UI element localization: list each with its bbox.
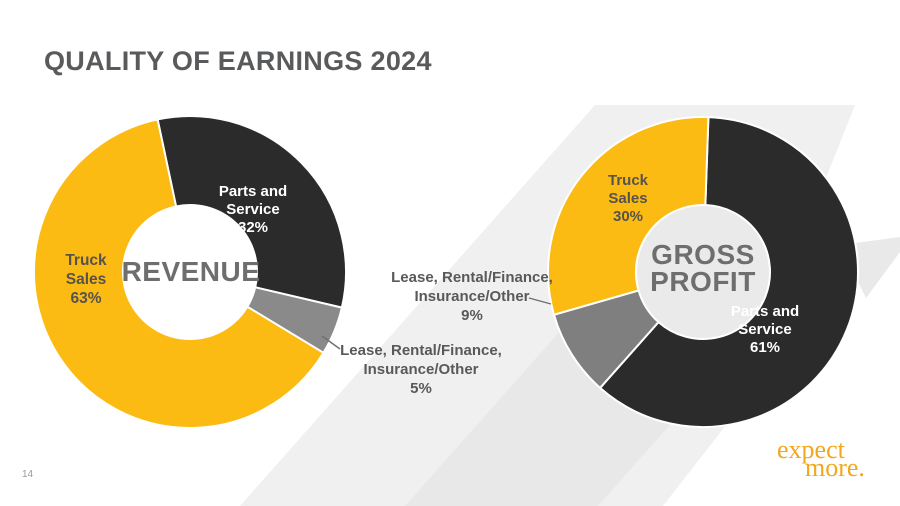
page-title: QUALITY OF EARNINGS 2024 bbox=[44, 46, 432, 76]
revenue-truck-sales-label: Truck Sales 63% bbox=[65, 252, 107, 307]
revenue-center-label: REVENUE bbox=[121, 256, 261, 287]
gross-profit-truck-sales-label: Truck Sales 30% bbox=[607, 172, 649, 225]
revenue-lease-label: Lease, Rental/Finance, Insurance/Other 5… bbox=[340, 342, 502, 397]
revenue-donut-chart bbox=[33, 115, 347, 429]
gross-profit-donut-chart bbox=[547, 116, 859, 428]
expect-more-logo-line2: more. bbox=[805, 453, 865, 482]
gross-profit-lease-label: Lease, Rental/Finance, Insurance/Other 9… bbox=[391, 269, 553, 324]
gross-profit-center-label: GROSS PROFIT bbox=[650, 239, 756, 297]
gross-profit-parts-service-label: Parts and Service 61% bbox=[730, 303, 800, 356]
expect-more-logo: expect bbox=[777, 435, 845, 464]
donut-hole bbox=[122, 204, 258, 340]
donut-slice bbox=[598, 116, 859, 428]
donut-slice bbox=[547, 116, 710, 316]
page-number: 14 bbox=[22, 469, 34, 480]
donut-hole bbox=[635, 204, 771, 340]
revenue-parts-service-label: Parts and Service 32% bbox=[218, 183, 288, 236]
donut-slice bbox=[156, 115, 347, 309]
donut-slice bbox=[33, 118, 325, 429]
